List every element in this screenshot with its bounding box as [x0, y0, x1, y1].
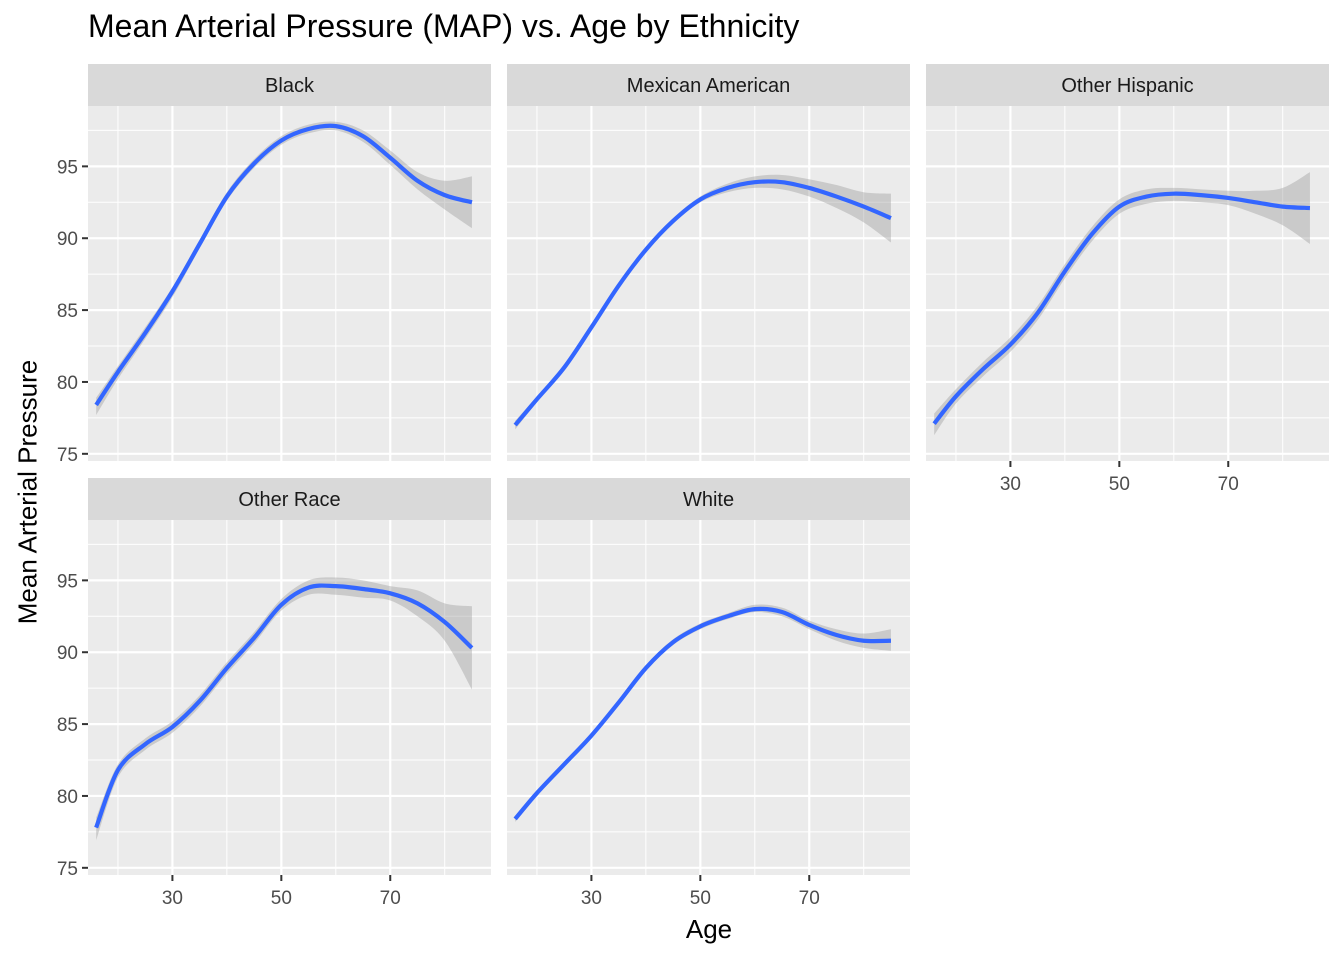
x-tick-label: 70	[380, 888, 401, 909]
x-axis-title: Age	[685, 914, 733, 944]
facet-strip-label: Black	[265, 75, 315, 97]
x-tick-label: 70	[1218, 474, 1239, 495]
y-tick-label: 90	[57, 643, 78, 664]
confidence-ribbon	[96, 577, 472, 841]
x-tick-label: 30	[1000, 474, 1021, 495]
facet-strip-label: Mexican American	[627, 75, 790, 97]
y-tick-label: 75	[57, 859, 78, 880]
panel-background	[88, 106, 491, 461]
x-tick-label: 50	[271, 888, 292, 909]
facet-panel: White 30 50 70	[507, 478, 910, 909]
x-tick-label: 70	[799, 888, 820, 909]
y-tick-label: 80	[57, 373, 78, 394]
facet-panel: Black 75 80 85 90 95	[57, 64, 491, 466]
facet-strip-label: Other Race	[238, 489, 340, 511]
facet-panel: Mexican American	[507, 64, 910, 461]
series-line	[94, 123, 473, 407]
facet-panel: Other Race 75 80 85 90 95 30 50 70	[57, 478, 491, 909]
x-tick-label: 50	[1109, 474, 1130, 495]
series-line	[513, 606, 891, 821]
y-tick-label: 90	[57, 229, 78, 250]
confidence-ribbon	[934, 172, 1310, 436]
y-tick-label: 85	[57, 301, 78, 322]
chart-title: Mean Arterial Pressure (MAP) vs. Age by …	[88, 8, 800, 44]
facet-strip-label: Other Hispanic	[1061, 75, 1193, 97]
panel-background	[926, 106, 1329, 461]
y-tick-label: 80	[57, 787, 78, 808]
facet-strip	[926, 64, 1329, 106]
confidence-ribbon	[515, 174, 891, 430]
facet-strip	[507, 478, 910, 520]
series-line	[513, 179, 892, 427]
y-tick-label: 95	[57, 571, 78, 592]
y-tick-label: 75	[57, 445, 78, 466]
panel-background	[88, 520, 491, 875]
facet-strip	[88, 478, 491, 520]
panel-background	[507, 520, 910, 875]
facet-strip	[88, 64, 491, 106]
x-tick-label: 30	[162, 888, 183, 909]
panel-background	[507, 106, 910, 461]
y-axis-title: Mean Arterial Pressure	[12, 359, 43, 625]
facet-strip-label: White	[683, 489, 734, 511]
y-tick-label: 95	[57, 157, 78, 178]
facet-panel: Other Hispanic 30 50 70	[926, 64, 1329, 495]
x-tick-label: 30	[581, 888, 602, 909]
x-tick-label: 50	[690, 888, 711, 909]
series-line	[932, 191, 1311, 425]
facet-strip	[507, 64, 910, 106]
y-tick-label: 85	[57, 715, 78, 736]
series-line	[94, 583, 474, 829]
